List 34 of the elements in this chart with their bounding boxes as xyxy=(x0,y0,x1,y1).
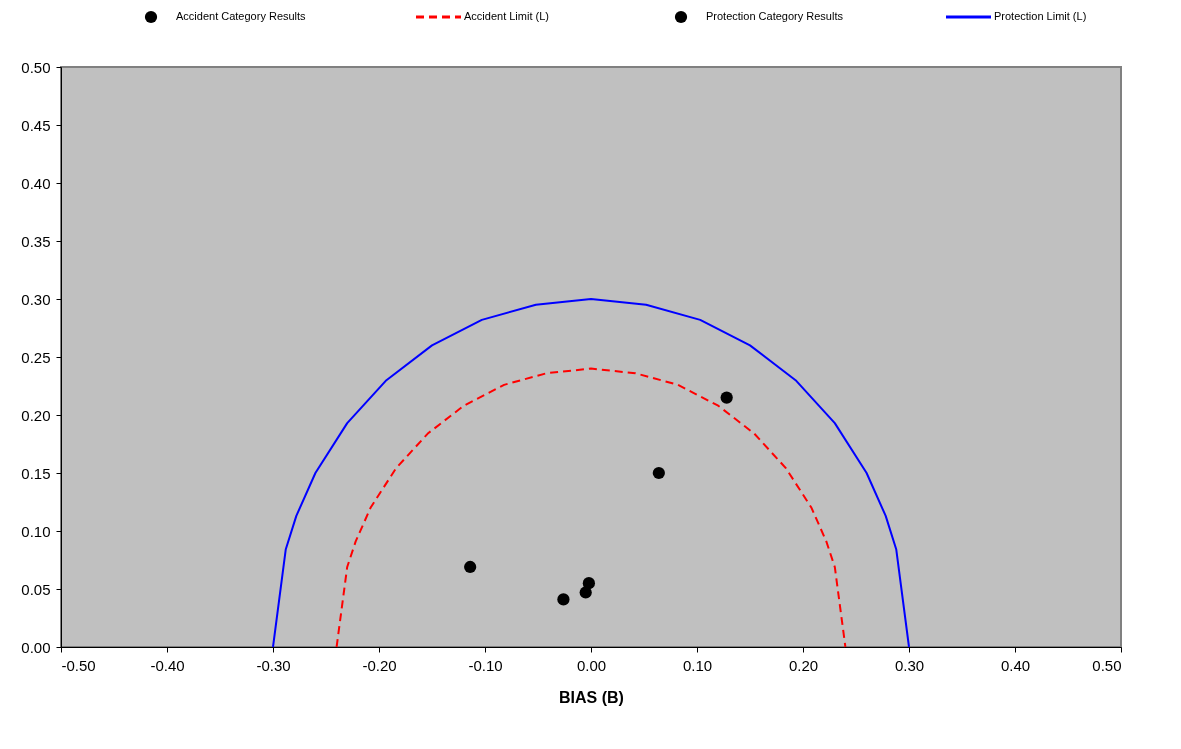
point xyxy=(464,560,477,574)
legend-label: Protection Limit (L) xyxy=(994,10,1087,22)
y-tick-label: 0.20 xyxy=(21,406,51,424)
y-tick-label: 0.05 xyxy=(21,580,51,598)
point xyxy=(557,593,570,606)
x-tick-label: 0.30 xyxy=(894,656,925,674)
x-tick-label: -0.50 xyxy=(61,656,96,674)
x-tick-label: -0.40 xyxy=(150,656,185,674)
x-tick-label: 0.40 xyxy=(1000,656,1031,674)
legend-label: Accident Limit (L) xyxy=(464,10,549,22)
point xyxy=(720,391,733,404)
legend-label: Protection Category Results xyxy=(706,10,844,22)
line-series xyxy=(272,298,910,648)
x-tick-label: 0.00 xyxy=(576,656,607,674)
point xyxy=(579,586,592,599)
x-tick-label: -0.10 xyxy=(468,656,503,674)
x-tick-label: 0.50 xyxy=(1092,656,1122,674)
line-series xyxy=(335,367,847,648)
x-tick-label: -0.20 xyxy=(362,656,397,674)
y-tick-label: 0.25 xyxy=(21,348,51,366)
x-axis-title: BIAS (B) xyxy=(559,688,624,706)
legend-label: Accident Category Results xyxy=(176,10,307,22)
y-tick-label: 0.35 xyxy=(21,232,51,250)
x-tick-label: -0.30 xyxy=(256,656,291,674)
y-tick-label: 0.00 xyxy=(21,638,51,656)
y-tick-label: 0.10 xyxy=(21,522,51,540)
x-tick-label: 0.20 xyxy=(788,656,819,674)
y-tick-label: 0.40 xyxy=(21,174,51,192)
y-tick-label: 0.30 xyxy=(21,290,51,308)
y-tick-label: 0.50 xyxy=(21,58,51,76)
y-tick-label: 0.15 xyxy=(21,464,51,482)
point xyxy=(652,466,665,480)
x-tick-label: 0.10 xyxy=(682,656,713,674)
y-tick-label: 0.45 xyxy=(21,116,51,134)
